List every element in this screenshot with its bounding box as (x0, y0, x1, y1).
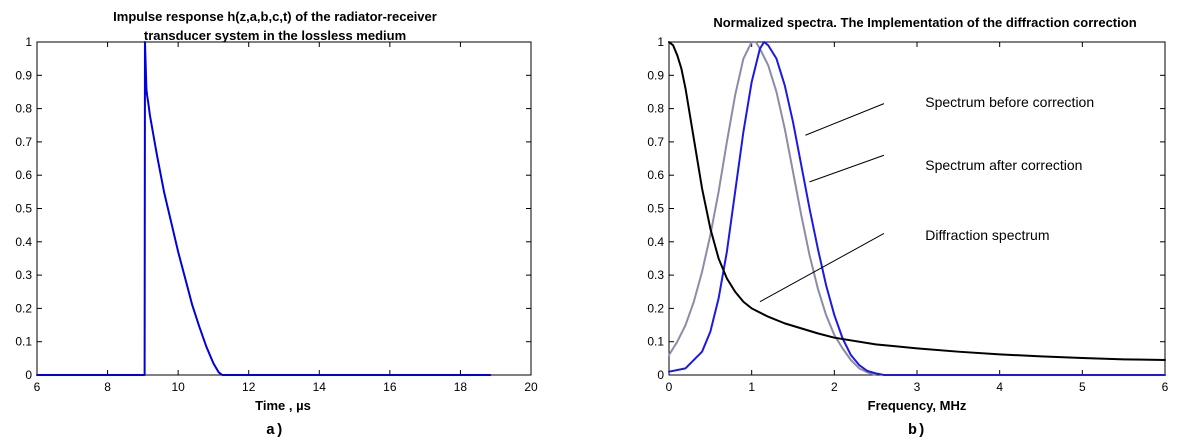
panel-b-annotation-leader-2 (759, 233, 885, 303)
panel-a-series (36, 41, 492, 376)
panel-a-series-line-0 (36, 41, 492, 376)
panel-b-xtick-label: 5 (1079, 380, 1086, 394)
panel-a-xtick-label: 6 (34, 380, 41, 394)
panel-b-xlabel: Frequency, MHz (868, 398, 967, 413)
panel-b-annotation-leader-1 (809, 154, 885, 183)
panel-a-xlabel: Time , µs (255, 398, 311, 413)
panel-a-xtick-label: 20 (524, 380, 538, 394)
panel-b-xtick-label: 0 (666, 380, 673, 394)
panel-a-ytick-label: 0.3 (15, 268, 32, 282)
panel-b-annotation-0: Spectrum before correction (925, 94, 1094, 110)
panel-a-ytick-label: 0.5 (15, 202, 32, 216)
panel-a-label: a) (266, 422, 284, 439)
panel-b-xtick-label: 6 (1162, 380, 1169, 394)
panel-a-xtick-label: 10 (171, 380, 185, 394)
panel-a-plot-frame (36, 41, 532, 376)
panel-a-ticks: 6 8 10 12 14 16 18 20 0 0.1 0.2 0.3 0.4 0.5 0.6 0.7 0.8 0… (15, 35, 538, 394)
panel-b-title: Normalized spectra. The Implementation o… (713, 15, 1136, 30)
panel-a-ytick-label: 0.1 (15, 335, 32, 349)
panel-a-ytick-label: 0 (25, 368, 32, 382)
panel-b-xtick-label: 3 (914, 380, 921, 394)
panel-b-ytick-label: 0.4 (647, 235, 664, 249)
panel-a-chart: Impulse response h(z,a,b,c,t) of the rad… (15, 9, 538, 439)
panel-a-title-line-1: Impulse response h(z,a,b,c,t) of the rad… (113, 9, 437, 24)
panel-b-chart: Normalized spectra. The Implementation o… (647, 15, 1168, 439)
panel-b-ytick-label: 0.2 (647, 301, 664, 315)
panel-b-series-line-2 (668, 41, 1166, 362)
panel-a-xtick-label: 14 (313, 380, 327, 394)
panel-a-ytick-label: 0.6 (15, 168, 32, 182)
panel-b-annotation-1: Spectrum after correction (925, 157, 1082, 173)
panel-a-xtick-label: 12 (242, 380, 256, 394)
panel-b-series (668, 41, 1166, 376)
panel-a-ytick-label: 0.9 (15, 68, 32, 82)
panel-b-ticks: 0 1 2 3 4 5 6 0 0.1 0.2 0.3 0.4 0.5 0.6 0.7 0.8 0.9 1 (647, 35, 1168, 394)
panel-b-xtick-label: 2 (831, 380, 838, 394)
panel-a-ytick-label: 1 (25, 35, 32, 49)
panel-a-xtick-label: 18 (454, 380, 468, 394)
panel-b-xtick-label: 4 (996, 380, 1003, 394)
panel-b-series-line-0 (668, 41, 877, 376)
panel-a-xtick-label: 8 (104, 380, 111, 394)
panel-a-ytick-label: 0.4 (15, 235, 32, 249)
panel-b-ytick-label: 0.8 (647, 102, 664, 116)
panel-b-ytick-label: 0 (657, 368, 664, 382)
panel-b-label: b) (908, 422, 926, 439)
panel-a-ytick-label: 0.2 (15, 301, 32, 315)
panel-a-title-line-2: transducer system in the lossless medium (144, 28, 406, 43)
panel-b-annotation-leader-0 (805, 103, 885, 136)
panel-b-ytick-label: 0.3 (647, 268, 664, 282)
panel-b-annotations: Spectrum before correction Spectrum after… (759, 94, 1094, 303)
panel-a-xtick-label: 16 (383, 380, 397, 394)
panel-b-ytick-label: 1 (657, 35, 664, 49)
panel-a-ytick-label: 0.7 (15, 135, 32, 149)
panel-b-xtick-label: 1 (748, 380, 755, 394)
panel-b-ytick-label: 0.9 (647, 68, 664, 82)
panel-b-plot-frame (668, 41, 1166, 376)
panel-a-ytick-label: 0.8 (15, 102, 32, 116)
panel-b-annotation-2: Diffraction spectrum (925, 227, 1049, 243)
panel-b-ytick-label: 0.6 (647, 168, 664, 182)
panel-b-ytick-label: 0.1 (647, 335, 664, 349)
panel-b-series-line-1 (668, 41, 1166, 376)
panel-b-ytick-label: 0.5 (647, 202, 664, 216)
panel-b-ytick-label: 0.7 (647, 135, 664, 149)
